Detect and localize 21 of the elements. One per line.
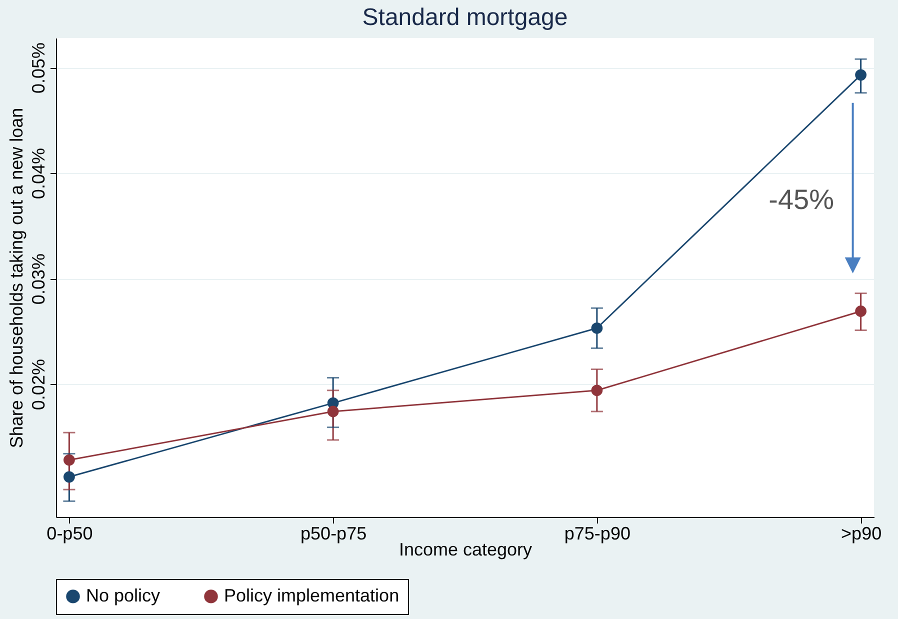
point bbox=[63, 454, 75, 466]
x-tick-label: p75-p90 bbox=[564, 524, 630, 544]
point bbox=[591, 322, 603, 334]
annotation: -45% bbox=[768, 184, 834, 215]
x-tick-label: p50-p75 bbox=[300, 524, 367, 544]
legend-label: No policy bbox=[86, 585, 160, 606]
legend-label: Policy implementation bbox=[224, 585, 400, 606]
y-tick-label: 0.05% bbox=[28, 42, 48, 94]
point bbox=[327, 406, 339, 418]
chart-title: Standard mortgage bbox=[362, 4, 568, 31]
point bbox=[855, 306, 867, 317]
x-tick-label: >p90 bbox=[841, 524, 882, 544]
point bbox=[63, 471, 75, 483]
point bbox=[591, 384, 603, 396]
point bbox=[855, 69, 867, 81]
y-tick-label: 0.03% bbox=[28, 254, 48, 305]
y-tick-label: 0.04% bbox=[28, 148, 48, 200]
x-axis-title: Income category bbox=[398, 540, 532, 560]
y-tick-label: 0.02% bbox=[28, 359, 48, 410]
y-axis-title: Share of households taking out a new loan bbox=[6, 108, 26, 448]
x-tick-label: 0-p50 bbox=[46, 524, 93, 544]
